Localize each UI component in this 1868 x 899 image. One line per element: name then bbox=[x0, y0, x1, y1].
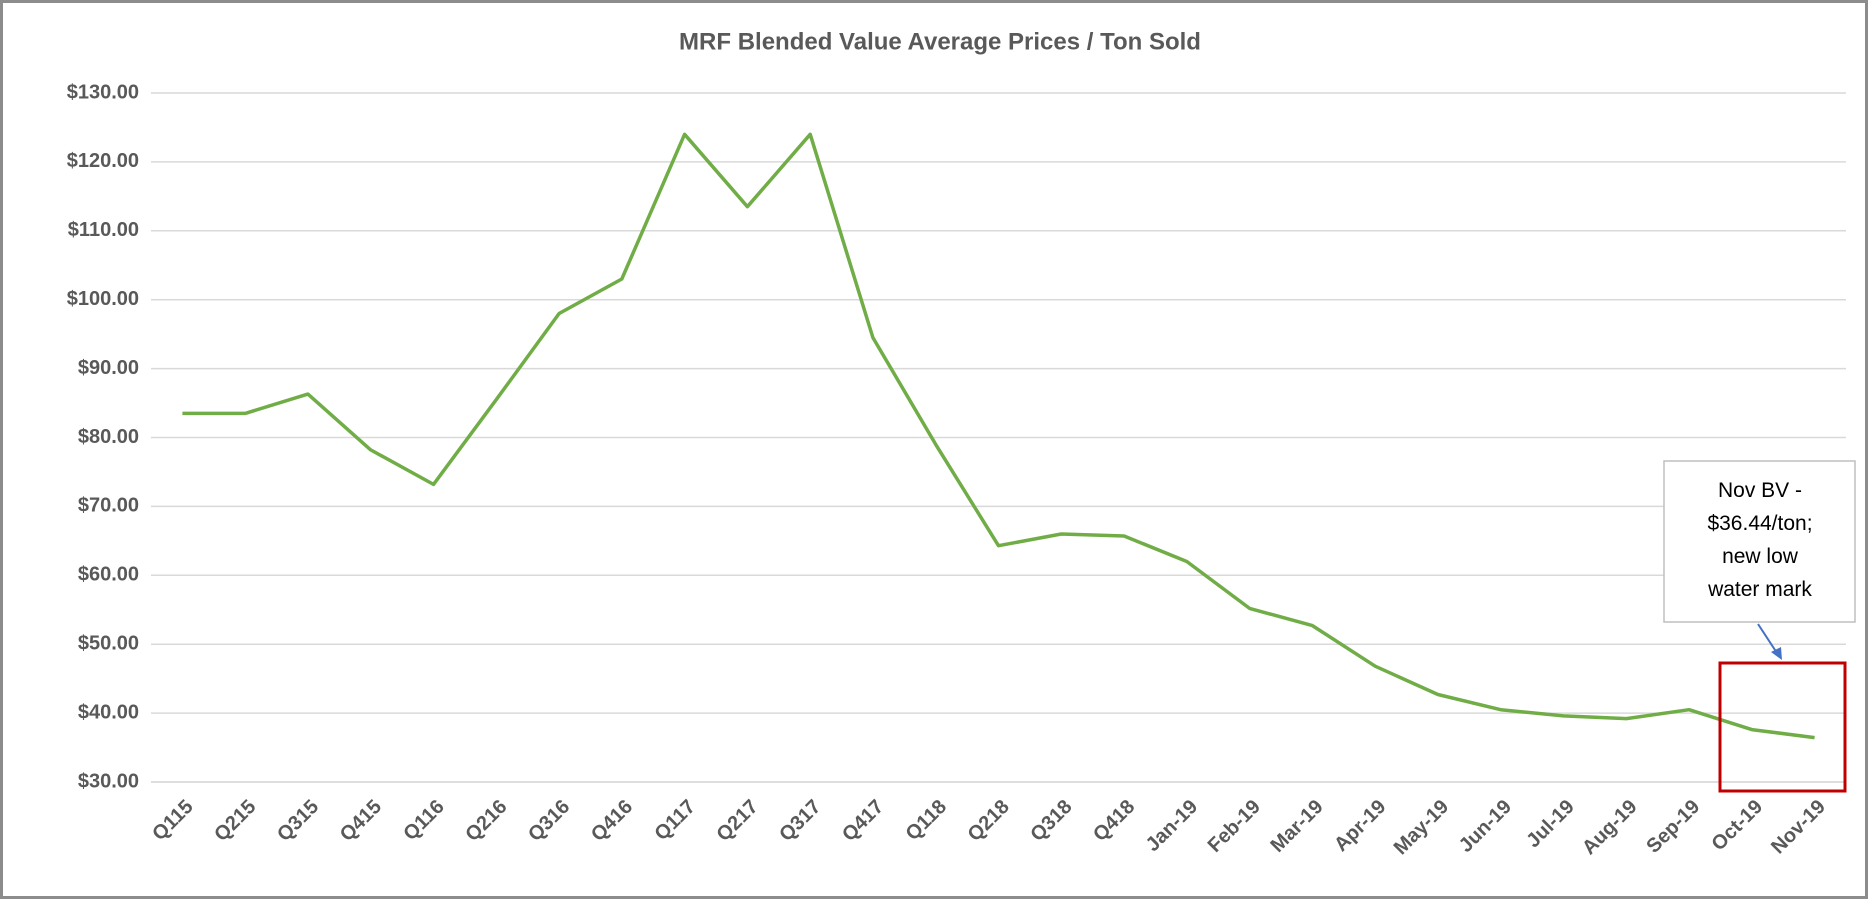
annotation-text: water mark bbox=[1707, 578, 1812, 601]
y-tick-label: $80.00 bbox=[78, 426, 139, 448]
annotation-arrowhead bbox=[1771, 647, 1782, 660]
y-tick-label: $90.00 bbox=[78, 357, 139, 379]
y-tick-label: $50.00 bbox=[78, 632, 139, 654]
chart-title: MRF Blended Value Average Prices / Ton S… bbox=[679, 28, 1201, 55]
y-tick-label: $60.00 bbox=[78, 564, 139, 586]
annotation-text: Nov BV - bbox=[1718, 479, 1802, 502]
y-tick-label: $30.00 bbox=[78, 770, 139, 792]
y-tick-label: $100.00 bbox=[67, 288, 139, 310]
annotation-arrow bbox=[1757, 623, 1778, 654]
y-tick-label: $120.00 bbox=[67, 150, 139, 172]
annotation-text: new low bbox=[1722, 545, 1799, 568]
annotation-box bbox=[1663, 460, 1856, 623]
data-line bbox=[182, 132, 1815, 740]
y-tick-label: $40.00 bbox=[78, 701, 139, 723]
y-tick-label: $130.00 bbox=[67, 81, 139, 103]
y-tick-label: $70.00 bbox=[78, 495, 139, 517]
y-tick-label: $110.00 bbox=[68, 219, 139, 241]
annotation-text: $36.44/ton; bbox=[1707, 512, 1812, 535]
highlight-box bbox=[1718, 661, 1847, 793]
